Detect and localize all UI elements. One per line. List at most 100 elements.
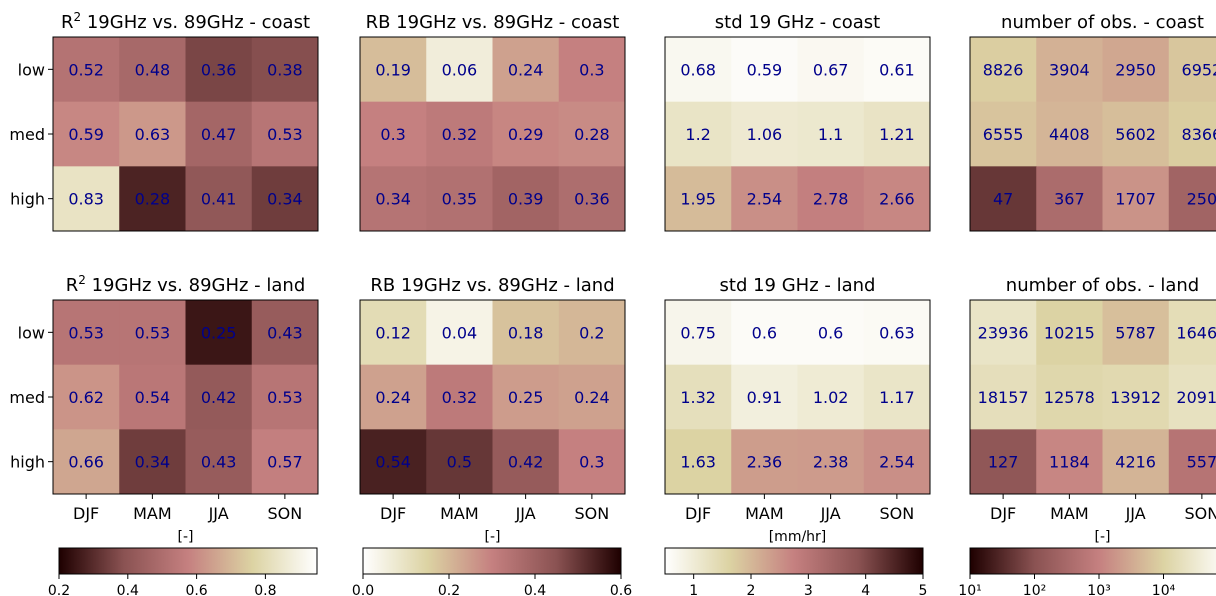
heatmap-cell bbox=[1036, 101, 1103, 167]
cell-value-label: 0.43 bbox=[201, 453, 237, 472]
colorbar-tick-label: 5 bbox=[919, 583, 928, 596]
colorbar-gradient bbox=[664, 547, 924, 575]
colorbar-tick-label: 0.2 bbox=[48, 583, 70, 596]
cell-value-label: 0.6 bbox=[752, 323, 777, 342]
heatmap-cell bbox=[970, 364, 1037, 430]
heatmap-cell bbox=[731, 166, 798, 232]
cell-value-label: 1.63 bbox=[680, 453, 716, 472]
cell-value-label: 2.36 bbox=[747, 453, 783, 472]
cell-value-label: 23936 bbox=[978, 323, 1029, 342]
cell-value-label: 0.32 bbox=[442, 125, 478, 144]
cell-value-label: 0.57 bbox=[267, 453, 303, 472]
heatmap-cell bbox=[251, 166, 319, 232]
heatmap-cell bbox=[665, 300, 732, 366]
cell-value-label: 0.36 bbox=[574, 190, 610, 209]
heatmap-cell bbox=[53, 101, 120, 167]
heatmap-cell bbox=[53, 364, 120, 430]
y-tick-label: low bbox=[18, 323, 45, 342]
heatmap-panel: std 19 GHz - land 0.75 0.6 0.6 0.63 1.32 0.91 1… bbox=[664, 275, 931, 545]
heatmap-cell bbox=[558, 300, 626, 366]
cell-value-label: 8826 bbox=[983, 60, 1024, 79]
heatmap-panel: number of obs. - land 23936 10215 5787 16467… bbox=[969, 275, 1216, 545]
cell-value-label: 0.24 bbox=[375, 388, 411, 407]
x-tick-label: SON bbox=[880, 504, 915, 523]
cell-value-label: 0.63 bbox=[879, 323, 915, 342]
colorbar: 0.0 0.2 0.4 0.6 bbox=[352, 547, 632, 596]
x-tick-label: MAM bbox=[440, 504, 479, 523]
heatmap-cell bbox=[1102, 37, 1170, 103]
colorbar-tick-label: 10² bbox=[1023, 583, 1046, 596]
y-tick-label: med bbox=[9, 388, 45, 407]
x-tick-label: JJA bbox=[820, 504, 841, 523]
cell-value-label: 0.68 bbox=[680, 60, 716, 79]
cell-value-label: 0.34 bbox=[135, 453, 171, 472]
cell-value-label: 0.59 bbox=[747, 60, 783, 79]
heatmap-cell bbox=[119, 166, 186, 232]
cell-value-label: 0.53 bbox=[267, 388, 303, 407]
heatmap-cell bbox=[558, 37, 626, 103]
heatmap-cell bbox=[665, 37, 732, 103]
cell-value-label: 0.18 bbox=[508, 323, 544, 342]
panel-frame bbox=[664, 299, 931, 495]
heatmap-cell bbox=[558, 429, 626, 495]
panel-frame bbox=[359, 36, 626, 232]
heatmap-cell bbox=[53, 37, 120, 103]
panel-title: std 19 GHz - land bbox=[720, 275, 876, 296]
x-tick-label: SON bbox=[268, 504, 303, 523]
cell-value-label: 18157 bbox=[978, 388, 1029, 407]
cell-value-label: 1184 bbox=[1049, 453, 1090, 472]
heatmap-cell bbox=[1168, 166, 1216, 232]
cell-value-label: 0.28 bbox=[135, 190, 171, 209]
cell-value-label: 557 bbox=[1187, 453, 1216, 472]
heatmap-cell bbox=[426, 429, 493, 495]
cell-value-label: 0.42 bbox=[201, 388, 237, 407]
panel-frame bbox=[969, 36, 1216, 232]
heatmap-cell bbox=[797, 166, 865, 232]
x-axis-unit-label: [mm/hr] bbox=[769, 529, 827, 545]
heatmap-cell bbox=[970, 300, 1037, 366]
y-tick-label: high bbox=[10, 453, 45, 472]
heatmap-cell bbox=[731, 429, 798, 495]
heatmap-cell bbox=[970, 37, 1037, 103]
heatmap-cell bbox=[492, 101, 560, 167]
colorbar-tick-label: 0.6 bbox=[610, 583, 632, 596]
colorbar: 10¹ 10² 10³ 10⁴ bbox=[958, 547, 1216, 596]
heatmap-cell bbox=[863, 37, 931, 103]
heatmap-cell bbox=[797, 101, 865, 167]
heatmap-cell bbox=[797, 300, 865, 366]
colorbar-tick-label: 2 bbox=[747, 583, 756, 596]
cell-value-label: 0.59 bbox=[68, 125, 104, 144]
x-tick-label: JJA bbox=[515, 504, 536, 523]
x-tick-label: DJF bbox=[685, 504, 711, 523]
cell-value-label: 0.91 bbox=[747, 388, 783, 407]
cell-value-label: 0.62 bbox=[68, 388, 104, 407]
colorbar: 0.2 0.4 0.6 0.8 bbox=[48, 547, 318, 596]
heatmap-cell bbox=[1102, 429, 1170, 495]
heatmap-cell bbox=[119, 364, 186, 430]
heatmap-cell bbox=[1168, 37, 1216, 103]
cell-value-label: 0.66 bbox=[68, 453, 104, 472]
heatmap-cell bbox=[970, 429, 1037, 495]
colorbar-tick-label: 4 bbox=[861, 583, 870, 596]
colorbar-tick-label: 0.2 bbox=[438, 583, 460, 596]
y-tick-label: low bbox=[18, 60, 45, 79]
x-tick-label: DJF bbox=[73, 504, 99, 523]
x-tick-label: JJA bbox=[208, 504, 229, 523]
cell-value-label: 0.34 bbox=[267, 190, 303, 209]
heatmap-cell bbox=[863, 364, 931, 430]
cell-value-label: 0.25 bbox=[508, 388, 544, 407]
heatmap-cell bbox=[558, 166, 626, 232]
colorbar: 1 2 3 4 5 bbox=[664, 547, 928, 596]
heatmap-cell bbox=[426, 101, 493, 167]
heatmap-cell bbox=[731, 364, 798, 430]
heatmap-cell bbox=[1036, 166, 1103, 232]
cell-value-label: 6952 bbox=[1182, 60, 1216, 79]
x-axis-unit-label: [-] bbox=[1095, 529, 1111, 545]
cell-value-label: 0.24 bbox=[574, 388, 610, 407]
x-axis-unit-label: [-] bbox=[485, 529, 501, 545]
heatmap-cell bbox=[360, 429, 427, 495]
heatmap-cell bbox=[558, 364, 626, 430]
heatmap-cell bbox=[360, 166, 427, 232]
heatmap-cell bbox=[797, 429, 865, 495]
